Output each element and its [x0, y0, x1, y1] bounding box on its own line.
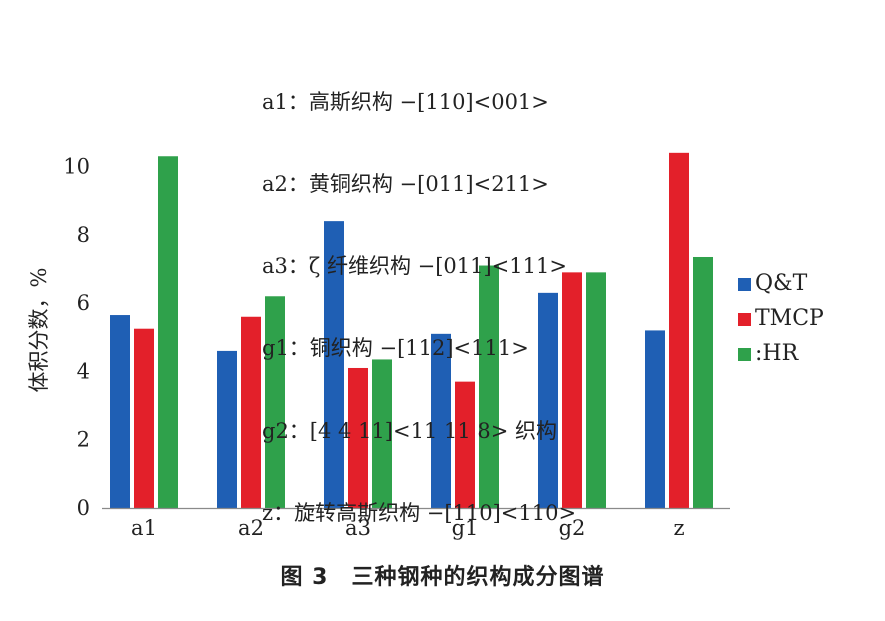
legend-label-tmcp: TMCP: [755, 306, 824, 331]
bar-g1-2: [455, 381, 475, 508]
x-tick-label-a1: a1: [131, 516, 157, 540]
y-tick-label-4: 4: [77, 359, 90, 383]
bar-z-1: [645, 330, 665, 508]
annotation-g1: g1：铜织构 −[112]<111>: [262, 336, 529, 361]
bar-a3-3: [372, 359, 392, 508]
legend-swatch-qt: [738, 278, 751, 291]
x-tick-label-g2: g2: [559, 516, 586, 540]
bar-a3-2: [348, 367, 368, 508]
texture-annotations: a1：高斯织构 −[110]<001> a2：黄铜织构 −[011]<211> …: [262, 34, 576, 582]
x-tick-label-a3: a3: [345, 516, 371, 540]
x-tick-label-z: z: [673, 516, 684, 540]
bar-a2-2: [241, 316, 261, 508]
annotation-a3: a3：ζ 纤维织构 −[011]<111>: [262, 254, 567, 279]
bar-a2-3: [265, 296, 285, 508]
y-tick-label-2: 2: [77, 428, 90, 452]
bar-z-2: [669, 152, 689, 508]
y-tick-label-8: 8: [77, 223, 90, 247]
bar-a3-1: [324, 221, 344, 508]
legend-label-qt: Q&T: [755, 271, 808, 296]
annotation-a1: a1：高斯织构 −[110]<001>: [262, 89, 549, 114]
bar-a2-1: [217, 350, 237, 508]
y-axis-label-text: 体积分数，%: [27, 267, 51, 393]
bar-g2-1: [538, 292, 558, 508]
annotation-a2: a2：黄铜织构 −[011]<211>: [262, 172, 549, 197]
x-tick-label-a2: a2: [238, 516, 264, 540]
bar-a1-2: [134, 328, 154, 508]
bar-z-3: [693, 256, 713, 508]
bar-g1-1: [431, 333, 451, 508]
y-tick-label-10: 10: [63, 154, 90, 178]
legend-swatch-tmcp: [738, 313, 751, 326]
bar-g2-2: [562, 272, 582, 508]
figure-caption: 图 3 三种钢种的织构成分图谱: [280, 565, 605, 590]
bar-a1-1: [110, 315, 130, 508]
x-tick-label-g1: g1: [452, 516, 479, 540]
annotation-z: z：旋转高斯织构 −[110]<110>: [262, 500, 577, 525]
legend-label-hr: :HR: [755, 341, 799, 366]
legend-swatch-hr: [738, 348, 751, 361]
y-tick-label-0: 0: [77, 496, 90, 520]
bar-g1-3: [479, 265, 499, 508]
y-tick-label-6: 6: [77, 291, 90, 315]
annotation-g2: g2：[4 4 11]<11 11 8> 织构: [262, 418, 558, 443]
bar-a1-3: [158, 156, 178, 508]
bar-g2-3: [586, 272, 606, 508]
